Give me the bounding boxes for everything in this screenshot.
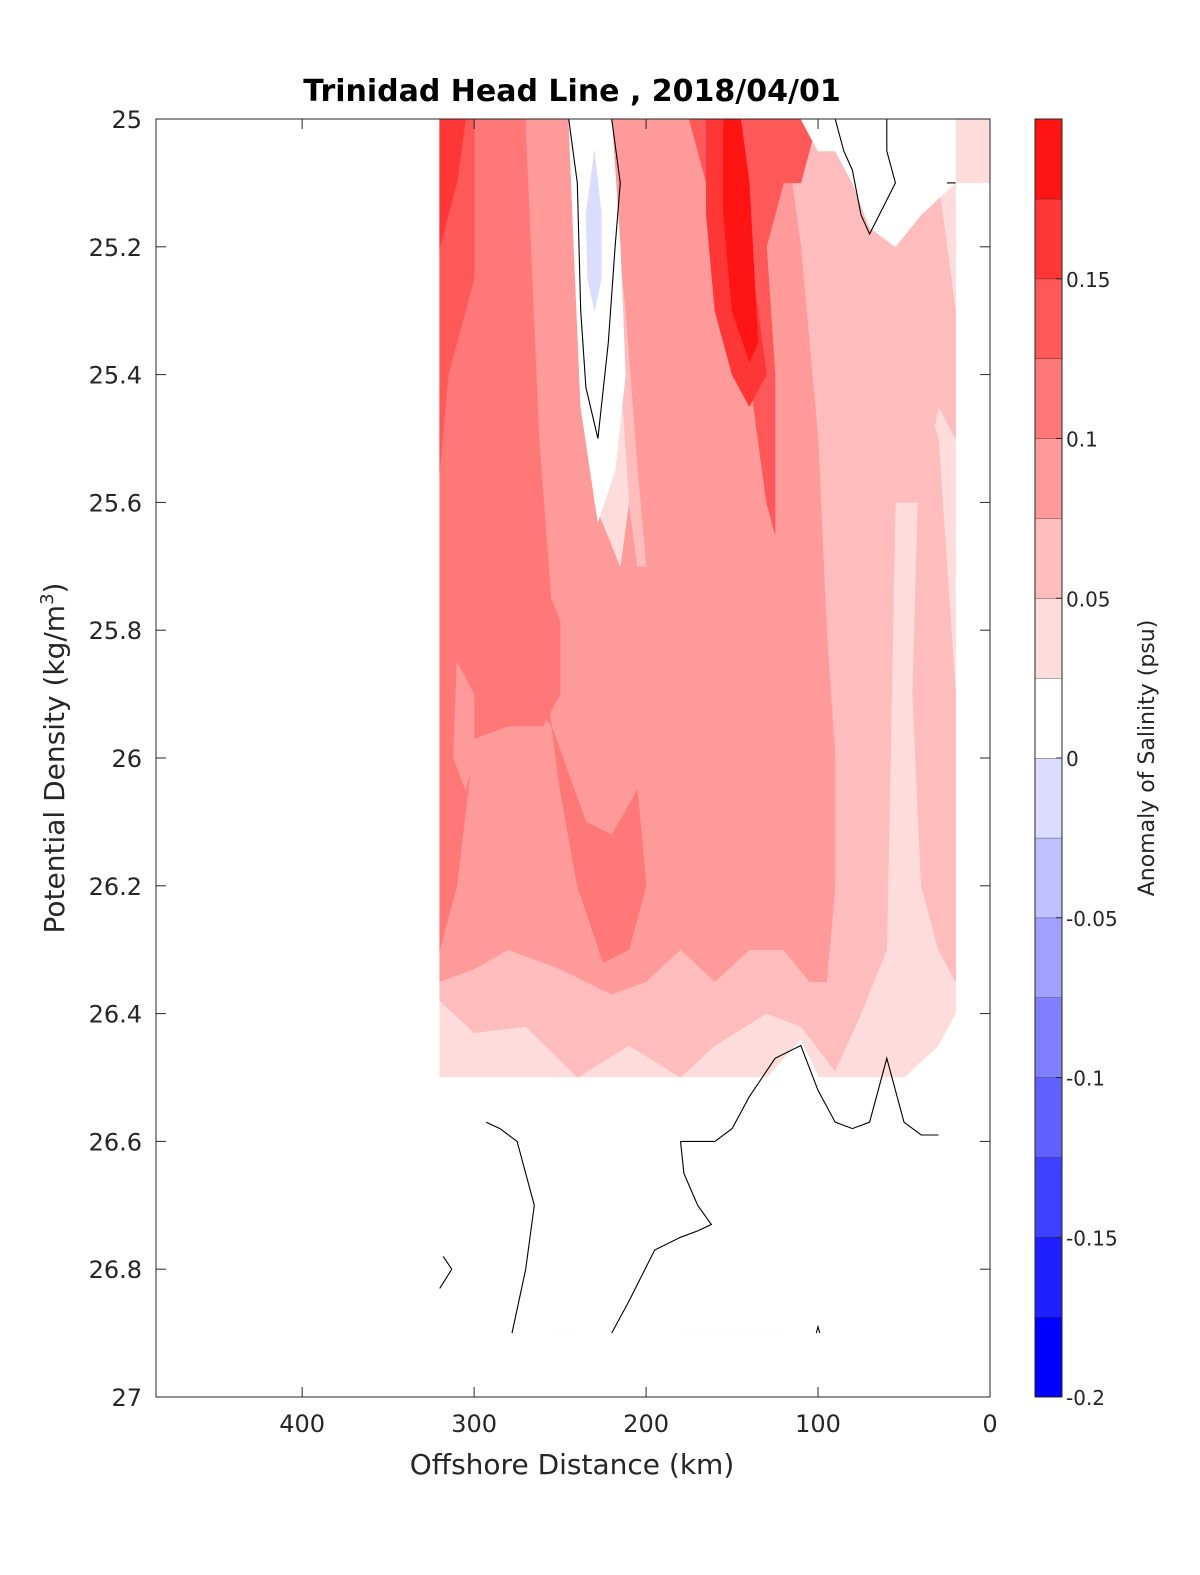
y-axis-ticks: 25 25.2 25.4 25.6 25.8 26 26.2 26.4 26.6 26.8 27 bbox=[89, 106, 990, 1412]
region-salinity-anomaly-0.1-core bbox=[508, 661, 647, 963]
colorbar-label: Anomaly of Salinity (psu) bbox=[1135, 620, 1160, 897]
colorbar-segment bbox=[1035, 1317, 1062, 1397]
colorbar-segment bbox=[1035, 1237, 1062, 1318]
colorbar-tick-label: -0.15 bbox=[1066, 1226, 1118, 1250]
y-tick-label: 25.6 bbox=[89, 489, 142, 517]
colorbar-segment bbox=[1035, 1157, 1062, 1238]
region-salinity-anomaly-0.05-right bbox=[912, 387, 956, 982]
zero-contour-left bbox=[485, 1121, 535, 1334]
colorbar-segment bbox=[1035, 678, 1062, 758]
colorbar-tick-label: 0.05 bbox=[1066, 587, 1111, 611]
y-tick-label: 26.4 bbox=[89, 1001, 142, 1029]
colorbar-segment bbox=[1035, 358, 1062, 439]
colorbar-segment bbox=[1035, 438, 1062, 519]
region-salinity-anomaly-neg-0.025-top bbox=[585, 150, 602, 311]
x-tick-label: 300 bbox=[451, 1410, 497, 1438]
x-tick-label: 400 bbox=[279, 1410, 325, 1438]
y-tick-label: 25.4 bbox=[89, 362, 142, 390]
colorbar-segment bbox=[1035, 198, 1062, 279]
y-axis-label-close: ) bbox=[38, 583, 71, 594]
colorbar-tick-label: 0.1 bbox=[1066, 428, 1098, 452]
colorbar-segment bbox=[1035, 598, 1062, 679]
zero-contour-bottom-right bbox=[815, 1324, 821, 1334]
zero-contour-far-left bbox=[439, 1256, 453, 1289]
region-salinity-anomaly-0.175-core bbox=[723, 119, 759, 363]
chart-title: Trinidad Head Line , 2018/04/01 bbox=[303, 74, 840, 109]
contour-lines bbox=[439, 119, 956, 1334]
colorbar-segment bbox=[1035, 119, 1062, 199]
y-tick-label: 27 bbox=[111, 1384, 142, 1412]
colorbar-tick-label: -0.05 bbox=[1066, 907, 1118, 931]
colorbar bbox=[1035, 118, 1062, 1397]
y-axis-label-main: Potential Density (kg/m bbox=[38, 605, 71, 934]
colorbar-segment bbox=[1035, 917, 1062, 998]
colorbar-segment bbox=[1035, 758, 1062, 838]
colorbar-segment bbox=[1035, 837, 1062, 918]
colorbar-tick-label: 0 bbox=[1066, 747, 1079, 771]
colorbar-segment bbox=[1035, 518, 1062, 599]
y-tick-label: 26 bbox=[111, 745, 142, 773]
x-axis-ticks: 400 300 200 100 0 bbox=[279, 119, 998, 1438]
zero-contour-topright bbox=[834, 119, 896, 236]
x-axis-label: Offshore Distance (km) bbox=[410, 1448, 735, 1481]
region-salinity-anomaly-0.15 bbox=[439, 119, 466, 247]
y-tick-label: 26.2 bbox=[89, 873, 142, 901]
x-tick-label: 200 bbox=[623, 1410, 669, 1438]
y-tick-label: 26.6 bbox=[89, 1128, 142, 1156]
colorbar-tick-label: 0.15 bbox=[1066, 268, 1111, 292]
colorbar-segment bbox=[1035, 278, 1062, 359]
x-tick-label: 100 bbox=[795, 1410, 841, 1438]
colorbar-tick-label: -0.1 bbox=[1066, 1067, 1105, 1091]
zero-contour-bottom bbox=[680, 1044, 939, 1142]
y-axis-label-superscript: 3 bbox=[37, 593, 58, 604]
zero-contour-top bbox=[568, 119, 621, 439]
colorbar-tick-label: -0.2 bbox=[1066, 1386, 1105, 1410]
region-salinity-anomaly-0-top-right bbox=[800, 119, 956, 248]
colorbar-ticks: 0.15 0.1 0.05 0 -0.05 -0.1 -0.15 -0.2 bbox=[1056, 268, 1118, 1410]
region-salinity-anomaly-0.075-rightcore bbox=[453, 661, 475, 791]
y-axis-label: Potential Density (kg/m3) bbox=[37, 583, 71, 934]
y-tick-label: 25.8 bbox=[89, 617, 142, 645]
y-tick-label: 25.2 bbox=[89, 234, 142, 262]
colorbar-segment bbox=[1035, 1077, 1062, 1158]
y-tick-label: 25 bbox=[111, 106, 142, 134]
contour-regions bbox=[439, 119, 990, 1334]
x-tick-label: 0 bbox=[982, 1410, 997, 1438]
colorbar-segment bbox=[1035, 997, 1062, 1078]
y-tick-label: 26.8 bbox=[89, 1256, 142, 1284]
region-salinity-anomaly-0-inner bbox=[568, 119, 626, 522]
zero-contour-bottom-inner bbox=[611, 1141, 713, 1334]
